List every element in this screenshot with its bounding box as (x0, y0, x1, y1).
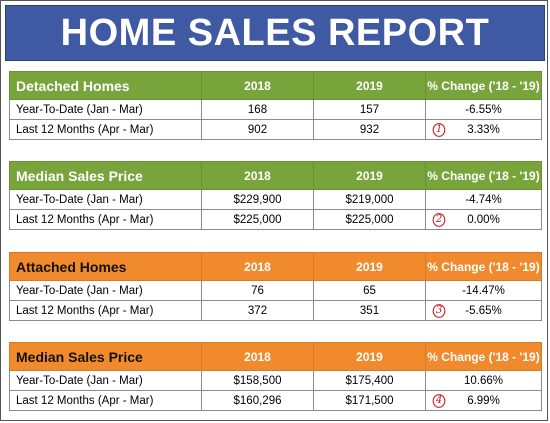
value-2018: $225,000 (201, 209, 314, 230)
annotation-circle-icon: 2 (432, 212, 446, 227)
table-row: Year-To-Date (Jan - Mar) 76 65 -14.47% (9, 280, 542, 301)
column-header-change: % Change ('18 - '19) (425, 252, 542, 281)
table-header-row: Detached Homes 2018 2019 % Change ('18 -… (9, 71, 542, 100)
table-row: Year-To-Date (Jan - Mar) $158,500 $175,4… (9, 370, 542, 391)
column-header-change: % Change ('18 - '19) (425, 342, 542, 371)
column-header-change: % Change ('18 - '19) (425, 71, 542, 100)
column-header-2019: 2019 (313, 161, 426, 190)
value-change: 0.00% (467, 213, 500, 226)
value-2019: 157 (313, 99, 426, 120)
annotation-number: 4 (435, 394, 443, 406)
value-change: -4.74% (425, 189, 542, 210)
table-row: Last 12 Months (Apr - Mar) $160,296 $171… (9, 390, 542, 411)
table-row: Last 12 Months (Apr - Mar) 372 351 3 -5.… (9, 300, 542, 321)
value-2018: $160,296 (201, 390, 314, 411)
table-title: Detached Homes (9, 71, 202, 100)
value-2019: $225,000 (313, 209, 426, 230)
attached-median-price-table: Median Sales Price 2018 2019 % Change ('… (9, 342, 542, 411)
value-2019: $219,000 (313, 189, 426, 210)
annotation-circle-icon: 1 (432, 122, 446, 137)
value-change: 6.99% (467, 394, 500, 407)
column-header-2018: 2018 (201, 71, 314, 100)
value-2019: $175,400 (313, 370, 426, 391)
row-label: Last 12 Months (Apr - Mar) (9, 390, 202, 411)
change-cell: 3 -5.65% (425, 300, 542, 321)
detached-median-price-table: Median Sales Price 2018 2019 % Change ('… (9, 161, 542, 230)
annotation-number: 1 (435, 123, 443, 135)
value-2019: 351 (313, 300, 426, 321)
table-title: Attached Homes (9, 252, 202, 281)
change-cell: 1 3.33% (425, 119, 542, 140)
change-cell: 4 6.99% (425, 390, 542, 411)
column-header-change: % Change ('18 - '19) (425, 161, 542, 190)
row-label: Last 12 Months (Apr - Mar) (9, 300, 202, 321)
table-header-row: Attached Homes 2018 2019 % Change ('18 -… (9, 252, 542, 281)
value-change: -5.65% (465, 304, 502, 317)
column-header-2019: 2019 (313, 342, 426, 371)
table-row: Last 12 Months (Apr - Mar) 902 932 1 3.3… (9, 119, 542, 140)
attached-homes-table: Attached Homes 2018 2019 % Change ('18 -… (9, 252, 542, 321)
value-2018: $229,900 (201, 189, 314, 210)
row-label: Year-To-Date (Jan - Mar) (9, 99, 202, 120)
row-label: Last 12 Months (Apr - Mar) (9, 119, 202, 140)
row-label: Year-To-Date (Jan - Mar) (9, 280, 202, 301)
annotation-number: 2 (435, 213, 443, 225)
value-2018: $158,500 (201, 370, 314, 391)
annotation-circle-icon: 3 (432, 303, 446, 318)
value-2018: 902 (201, 119, 314, 140)
row-label: Year-To-Date (Jan - Mar) (9, 370, 202, 391)
table-title: Median Sales Price (9, 342, 202, 371)
detached-homes-table: Detached Homes 2018 2019 % Change ('18 -… (9, 71, 542, 140)
column-header-2018: 2018 (201, 252, 314, 281)
value-2018: 76 (201, 280, 314, 301)
value-2018: 168 (201, 99, 314, 120)
annotation-number: 3 (435, 304, 443, 316)
value-change: -14.47% (425, 280, 542, 301)
value-change: 3.33% (467, 123, 500, 136)
table-row: Year-To-Date (Jan - Mar) $229,900 $219,0… (9, 189, 542, 210)
value-2019: 932 (313, 119, 426, 140)
table-row: Year-To-Date (Jan - Mar) 168 157 -6.55% (9, 99, 542, 120)
value-change: -6.55% (425, 99, 542, 120)
value-2019: 65 (313, 280, 426, 301)
column-header-2018: 2018 (201, 342, 314, 371)
column-header-2018: 2018 (201, 161, 314, 190)
column-header-2019: 2019 (313, 71, 426, 100)
page-title: HOME SALES REPORT (60, 12, 490, 54)
value-change: 10.66% (425, 370, 542, 391)
table-header-row: Median Sales Price 2018 2019 % Change ('… (9, 342, 542, 371)
column-header-2019: 2019 (313, 252, 426, 281)
value-2018: 372 (201, 300, 314, 321)
row-label: Last 12 Months (Apr - Mar) (9, 209, 202, 230)
title-banner: HOME SALES REPORT (5, 5, 545, 61)
table-title: Median Sales Price (9, 161, 202, 190)
row-label: Year-To-Date (Jan - Mar) (9, 189, 202, 210)
change-cell: 2 0.00% (425, 209, 542, 230)
table-header-row: Median Sales Price 2018 2019 % Change ('… (9, 161, 542, 190)
value-2019: $171,500 (313, 390, 426, 411)
table-row: Last 12 Months (Apr - Mar) $225,000 $225… (9, 209, 542, 230)
annotation-circle-icon: 4 (432, 393, 446, 408)
